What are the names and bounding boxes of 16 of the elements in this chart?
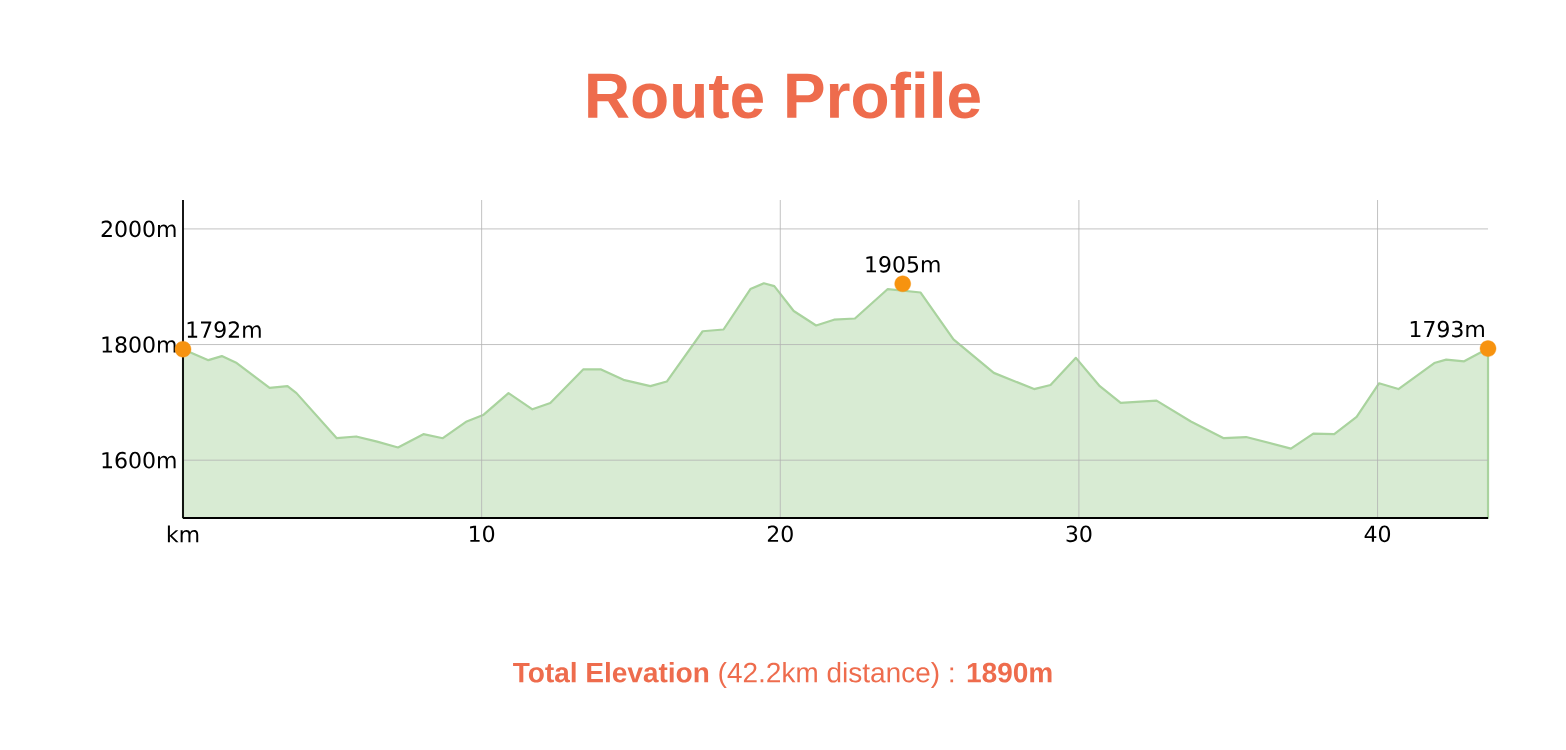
text: Total Elevation (42.2km distance) : 1890m [513, 661, 1052, 689]
x-tick-label: 20 [767, 525, 793, 543]
y-tick-label: 1600m [102, 451, 176, 469]
y-tick-label: 1800m [102, 336, 176, 353]
point [1479, 340, 1497, 357]
chart-title: Route Profile [588, 71, 980, 119]
x-tick-label: 40 [1364, 525, 1391, 543]
point [174, 340, 192, 358]
x-tick-label: 10 [470, 525, 495, 543]
point [894, 275, 911, 293]
x-tick-label: km [167, 525, 199, 543]
data-label: 1793m [1410, 320, 1484, 338]
y-tick-label: 2000m [101, 220, 176, 238]
x-tick-label: 30 [1066, 525, 1092, 543]
data-label: 1905m [866, 256, 940, 273]
data-label: 1792m [187, 321, 261, 338]
